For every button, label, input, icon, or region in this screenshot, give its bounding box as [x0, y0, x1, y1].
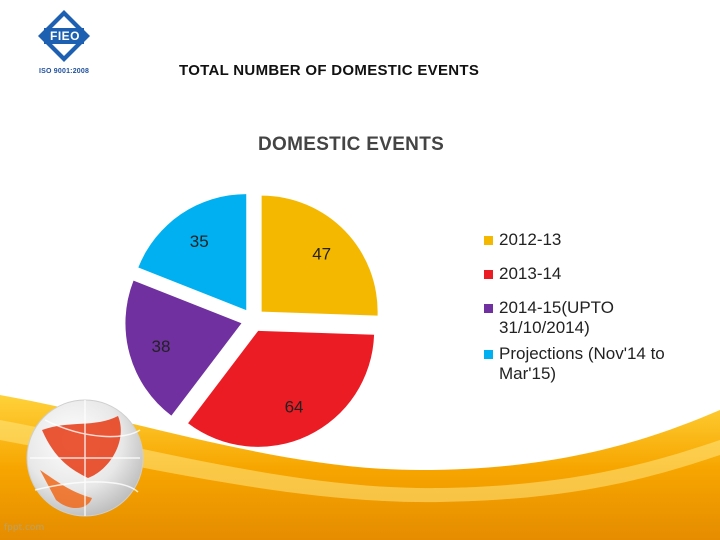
legend-swatch: [484, 350, 493, 359]
watermark: fppt.com: [4, 523, 45, 533]
legend-swatch: [484, 236, 493, 245]
pie-data-label: 64: [285, 397, 304, 416]
legend-swatch: [484, 304, 493, 313]
pie-slice: [125, 280, 242, 416]
logo-caption: ISO 9001:2008: [39, 68, 90, 75]
pie-slice: [188, 330, 375, 447]
legend-label: 2013-14: [499, 264, 562, 283]
legend-item: 2013-14: [484, 264, 714, 284]
pie-slice: [261, 195, 378, 316]
legend-swatch: [484, 270, 493, 279]
legend-item: 2014-15(UPTO 31/10/2014): [484, 298, 714, 338]
globe-icon: [26, 399, 144, 517]
logo-text: FIEO: [49, 29, 80, 43]
legend-label: 2012-13: [499, 230, 562, 249]
legend-item: 2012-13: [484, 230, 714, 250]
chart-legend: 2012-13 2013-14 2014-15(UPTO 31/10/2014)…: [484, 230, 714, 398]
pie-slice: [138, 194, 247, 311]
bottom-wave: [0, 395, 720, 540]
page-title: TOTAL NUMBER OF DOMESTIC EVENTS: [179, 62, 480, 79]
bottom-wave-highlight: [0, 420, 720, 503]
pie-data-label: 38: [152, 337, 171, 356]
legend-label: Projections (Nov'14 to Mar'15): [499, 344, 665, 383]
pie-data-label: 35: [190, 232, 209, 251]
logo-icon: [38, 10, 90, 62]
pie-data-label: 47: [312, 245, 331, 264]
legend-item: Projections (Nov'14 to Mar'15): [484, 344, 714, 384]
legend-label: 2014-15(UPTO 31/10/2014): [499, 298, 614, 337]
chart-title: DOMESTIC EVENTS: [258, 134, 445, 155]
